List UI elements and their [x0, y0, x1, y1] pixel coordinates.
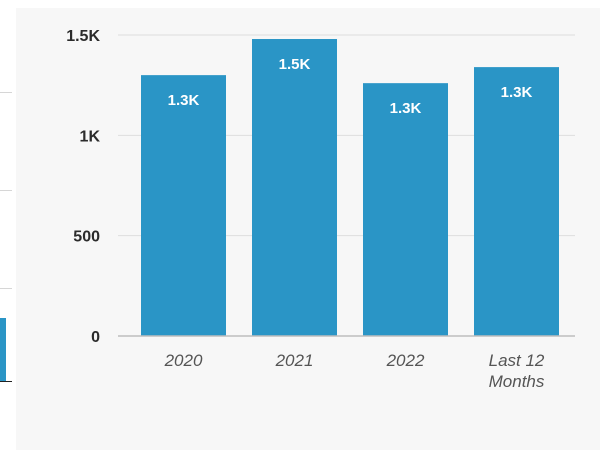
- edge-divider: [0, 190, 12, 191]
- bar-value-label: 1.3K: [501, 84, 533, 101]
- bar: [363, 83, 448, 336]
- y-tick-label: 1K: [80, 128, 101, 145]
- edge-divider: [0, 92, 12, 93]
- y-tick-label: 500: [73, 229, 100, 246]
- x-tick-label: Last 12: [489, 351, 545, 370]
- x-tick-label: Months: [489, 372, 545, 391]
- bar: [252, 39, 337, 336]
- bar-value-label: 1.5K: [279, 56, 311, 73]
- bar-value-label: 1.3K: [390, 100, 422, 117]
- edge-divider: [0, 288, 12, 289]
- bar-value-label: 1.3K: [168, 92, 200, 109]
- y-tick-label: 1.5K: [66, 28, 100, 45]
- x-tick-label: 2021: [275, 351, 314, 370]
- x-tick-label: 2022: [386, 351, 425, 370]
- bar: [141, 75, 226, 336]
- bar: [474, 67, 559, 337]
- edge-divider: [0, 381, 12, 382]
- x-tick-label: 2020: [164, 351, 203, 370]
- y-tick-label: 0: [91, 329, 100, 346]
- edge-accent-bar: [0, 318, 6, 381]
